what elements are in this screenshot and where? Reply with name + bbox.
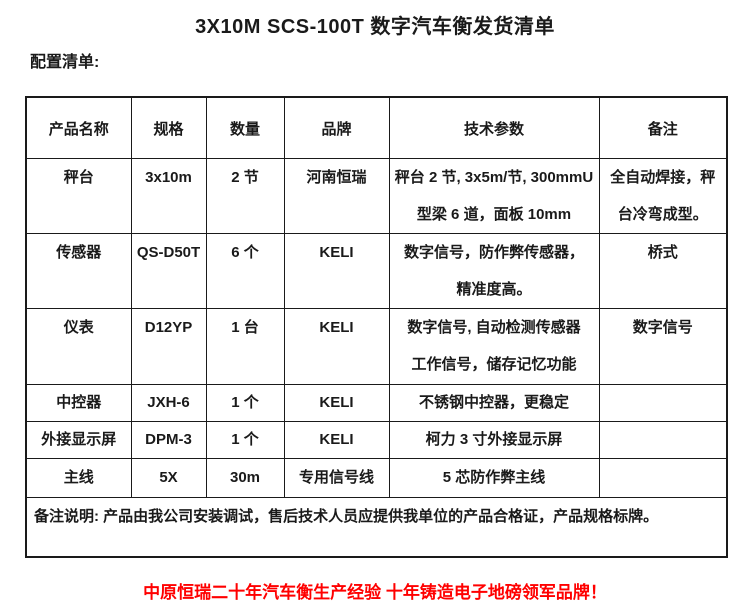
cell-brand: KELI: [283, 384, 390, 422]
header-cell-product-name: 产品名称: [25, 96, 132, 159]
cell-brand: KELI: [283, 421, 390, 459]
cell-spec: 5X: [130, 458, 207, 498]
cell-qty: 30m: [205, 458, 285, 498]
table-remark-row: 备注说明: 产品由我公司安装调试，售后技术人员应提供我单位的产品合格证，产品规格…: [25, 497, 728, 558]
cell-spec: D12YP: [130, 308, 207, 385]
cell-note: 桥式: [598, 233, 728, 309]
cell-product-name: 中控器: [25, 384, 132, 422]
cell-spec: JXH-6: [130, 384, 207, 422]
table-header-row: 产品名称 规格 数量 品牌 技术参数 备注: [25, 96, 728, 159]
cell-params: 不锈钢中控器，更稳定: [388, 384, 600, 422]
config-table: 产品名称 规格 数量 品牌 技术参数 备注 秤台 3x10m 2 节 河南恒瑞 …: [25, 96, 728, 558]
cell-qty: 6 个: [205, 233, 285, 309]
cell-brand: 专用信号线: [283, 458, 390, 498]
cell-spec: 3x10m: [130, 158, 207, 234]
cell-product-name: 传感器: [25, 233, 132, 309]
cell-qty: 1 台: [205, 308, 285, 385]
cell-brand: KELI: [283, 308, 390, 385]
cell-qty: 2 节: [205, 158, 285, 234]
cell-qty: 1 个: [205, 384, 285, 422]
cell-qty: 1 个: [205, 421, 285, 459]
cell-note: [598, 458, 728, 498]
cell-spec: DPM-3: [130, 421, 207, 459]
cell-product-name: 仪表: [25, 308, 132, 385]
table-row: 秤台 3x10m 2 节 河南恒瑞 秤台 2 节, 3x5m/节, 300mmU…: [25, 158, 728, 234]
table-remark-cell: 备注说明: 产品由我公司安装调试，售后技术人员应提供我单位的产品合格证，产品规格…: [25, 497, 728, 558]
cell-params: 5 芯防作弊主线: [388, 458, 600, 498]
config-list-label: 配置清单:: [30, 54, 100, 71]
page-title: 3X10M SCS-100T 数字汽车衡发货清单: [195, 16, 555, 38]
cell-params: 数字信号，防作弊传感器， 精准度高。: [388, 233, 600, 309]
header-cell-spec: 规格: [130, 96, 207, 159]
header-cell-note: 备注: [598, 96, 728, 159]
cell-product-name: 秤台: [25, 158, 132, 234]
cell-note: 数字信号: [598, 308, 728, 385]
cell-brand: 河南恒瑞: [283, 158, 390, 234]
cell-note: 全自动焊接，秤 台冷弯成型。: [598, 158, 728, 234]
cell-product-name: 外接显示屏: [25, 421, 132, 459]
cell-params: 柯力 3 寸外接显示屏: [388, 421, 600, 459]
cell-note: [598, 384, 728, 422]
table-row: 主线 5X 30m 专用信号线 5 芯防作弊主线: [25, 458, 728, 498]
table-row: 传感器 QS-D50T 6 个 KELI 数字信号，防作弊传感器， 精准度高。 …: [25, 233, 728, 309]
header-cell-params: 技术参数: [388, 96, 600, 159]
cell-product-name: 主线: [25, 458, 132, 498]
cell-note: [598, 421, 728, 459]
footer-slogan: 中原恒瑞二十年汽车衡生产经验 十年铸造电子地磅领军品牌！: [143, 583, 607, 602]
cell-brand: KELI: [283, 233, 390, 309]
header-cell-brand: 品牌: [283, 96, 390, 159]
header-cell-qty: 数量: [205, 96, 285, 159]
cell-params: 数字信号, 自动检测传感器 工作信号，储存记忆功能: [388, 308, 600, 385]
table-row: 仪表 D12YP 1 台 KELI 数字信号, 自动检测传感器 工作信号，储存记…: [25, 308, 728, 385]
table-row: 外接显示屏 DPM-3 1 个 KELI 柯力 3 寸外接显示屏: [25, 421, 728, 459]
cell-spec: QS-D50T: [130, 233, 207, 309]
cell-params: 秤台 2 节, 3x5m/节, 300mmU 型梁 6 道，面板 10mm: [388, 158, 600, 234]
table-row: 中控器 JXH-6 1 个 KELI 不锈钢中控器，更稳定: [25, 384, 728, 422]
